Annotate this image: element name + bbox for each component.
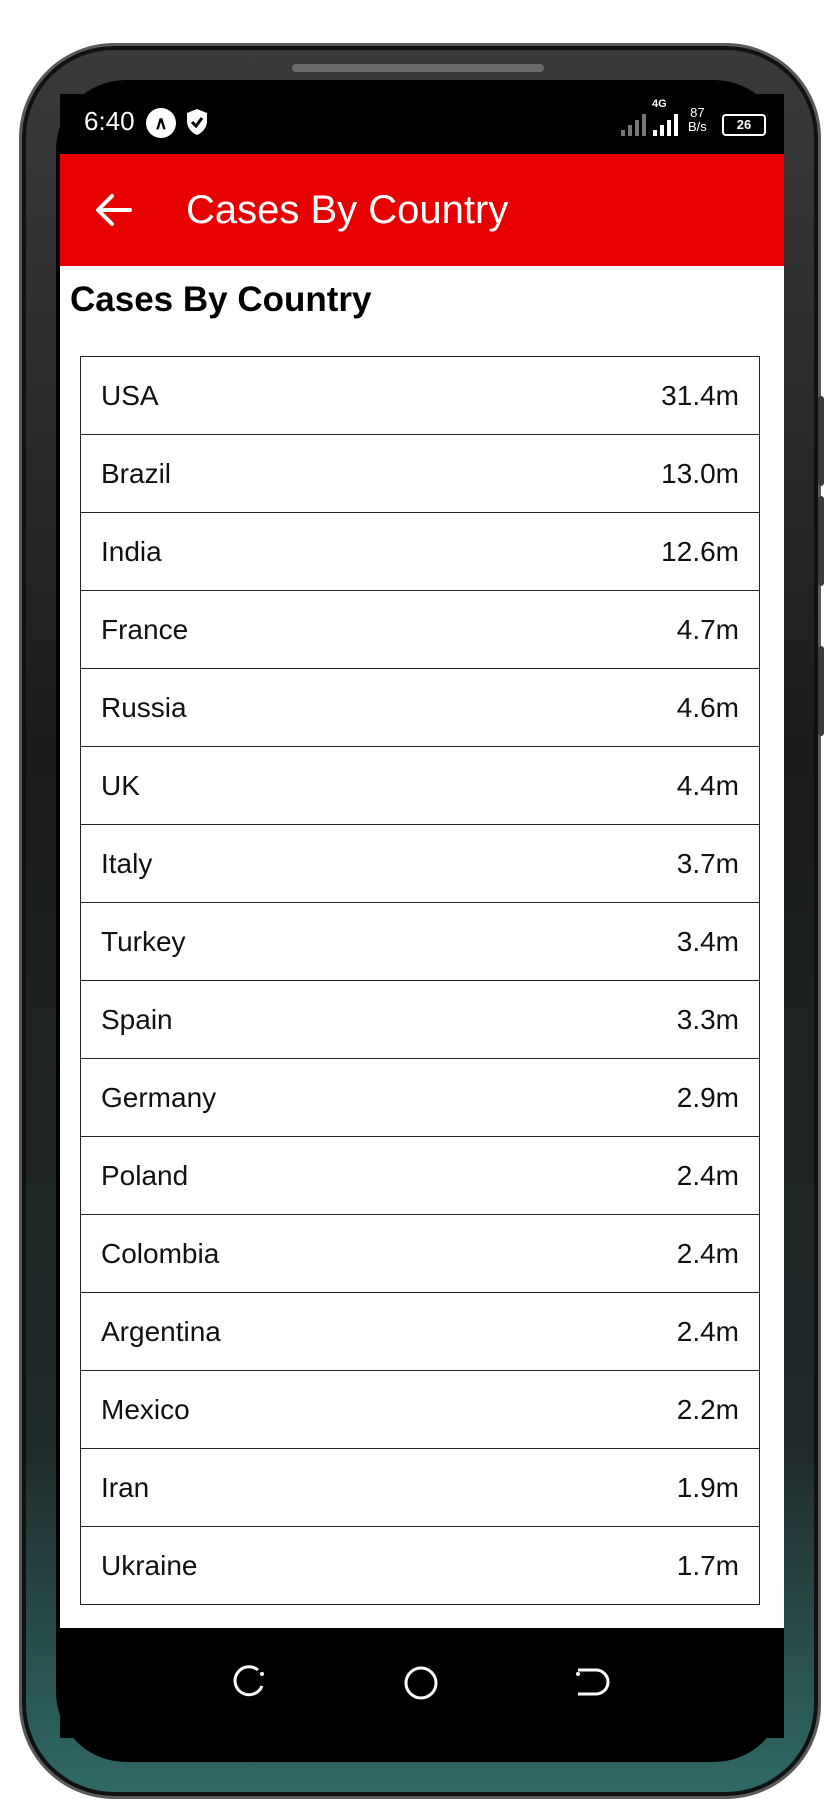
country-row[interactable]: India 12.6m xyxy=(81,513,759,591)
country-row[interactable]: Poland 2.4m xyxy=(81,1137,759,1215)
country-name: Germany xyxy=(101,1081,217,1113)
country-name: Poland xyxy=(101,1159,189,1191)
signal-strength-icon xyxy=(621,114,646,136)
case-count: 2.4m xyxy=(676,1315,739,1347)
case-count: 31.4m xyxy=(661,379,739,411)
app-bar-title: Cases By Country xyxy=(186,188,509,232)
country-name: Argentina xyxy=(101,1315,221,1347)
recents-icon[interactable] xyxy=(226,1660,272,1706)
earpiece-speaker xyxy=(292,64,544,72)
country-row[interactable]: Italy 3.7m xyxy=(81,825,759,903)
country-row[interactable]: Colombia 2.4m xyxy=(81,1215,759,1293)
volume-up-button xyxy=(818,396,824,486)
country-row[interactable]: UK 4.4m xyxy=(81,747,759,825)
country-name: Ukraine xyxy=(101,1549,198,1581)
network-type-label: 4G xyxy=(652,98,667,110)
country-row[interactable]: Turkey 3.4m xyxy=(81,903,759,981)
country-row[interactable]: Brazil 13.0m xyxy=(81,435,759,513)
back-icon[interactable] xyxy=(568,1660,614,1706)
country-list: USA 31.4m Brazil 13.0m India 12.6m France 4.7m R… xyxy=(80,356,760,1605)
case-count: 3.7m xyxy=(676,847,739,879)
case-count: 1.9m xyxy=(676,1471,739,1503)
network-rate-unit: B/s xyxy=(688,119,707,134)
country-row[interactable]: USA 31.4m xyxy=(81,357,759,435)
status-time: 6:40 xyxy=(84,106,135,136)
country-name: Brazil xyxy=(101,457,172,489)
battery-icon: 26 xyxy=(722,114,766,136)
app-notification-icon: ∧ xyxy=(146,108,176,138)
case-count: 2.9m xyxy=(676,1081,739,1113)
case-count: 12.6m xyxy=(661,535,739,567)
case-count: 4.6m xyxy=(676,691,739,723)
country-name: Iran xyxy=(101,1471,150,1503)
country-name: Russia xyxy=(101,691,187,723)
shield-check-icon xyxy=(187,109,207,135)
content-area[interactable]: Cases By Country USA 31.4m Brazil 13.0m Indi… xyxy=(60,266,784,1628)
status-bar: 6:40 ∧ 4G 87 B/s 26 xyxy=(60,94,784,154)
country-row[interactable]: Spain 3.3m xyxy=(81,981,759,1059)
case-count: 3.4m xyxy=(676,925,739,957)
case-count: 4.7m xyxy=(676,613,739,645)
country-name: USA xyxy=(101,379,159,411)
network-rate: 87 B/s xyxy=(688,106,707,134)
app-bar: Cases By Country xyxy=(60,154,784,266)
country-row[interactable]: Russia 4.6m xyxy=(81,669,759,747)
country-row[interactable]: Ukraine 1.7m xyxy=(81,1527,759,1605)
country-name: Colombia xyxy=(101,1237,220,1269)
case-count: 1.7m xyxy=(676,1549,739,1581)
country-name: France xyxy=(101,613,189,645)
country-name: Spain xyxy=(101,1003,173,1035)
country-row[interactable]: Mexico 2.2m xyxy=(81,1371,759,1449)
signal-4g-icon xyxy=(653,114,678,136)
country-row[interactable]: Germany 2.9m xyxy=(81,1059,759,1137)
case-count: 13.0m xyxy=(661,457,739,489)
country-name: Mexico xyxy=(101,1393,190,1425)
country-name: Turkey xyxy=(101,925,186,957)
volume-down-button xyxy=(818,496,824,586)
power-button xyxy=(818,646,824,736)
screen: 6:40 ∧ 4G 87 B/s 26 Cases By Countr xyxy=(60,94,784,1738)
case-count: 2.2m xyxy=(676,1393,739,1425)
country-name: UK xyxy=(101,769,140,801)
case-count: 4.4m xyxy=(676,769,739,801)
navigation-bar xyxy=(60,1628,784,1738)
country-row[interactable]: France 4.7m xyxy=(81,591,759,669)
arrow-left-icon[interactable] xyxy=(94,190,134,230)
country-name: Italy xyxy=(101,847,153,879)
country-row[interactable]: Iran 1.9m xyxy=(81,1449,759,1527)
case-count: 3.3m xyxy=(676,1003,739,1035)
network-rate-value: 87 xyxy=(690,105,705,120)
country-row[interactable]: Argentina 2.4m xyxy=(81,1293,759,1371)
country-name: India xyxy=(101,535,162,567)
case-count: 2.4m xyxy=(676,1159,739,1191)
page-title: Cases By Country xyxy=(70,280,372,319)
home-icon[interactable] xyxy=(398,1660,444,1706)
case-count: 2.4m xyxy=(676,1237,739,1269)
